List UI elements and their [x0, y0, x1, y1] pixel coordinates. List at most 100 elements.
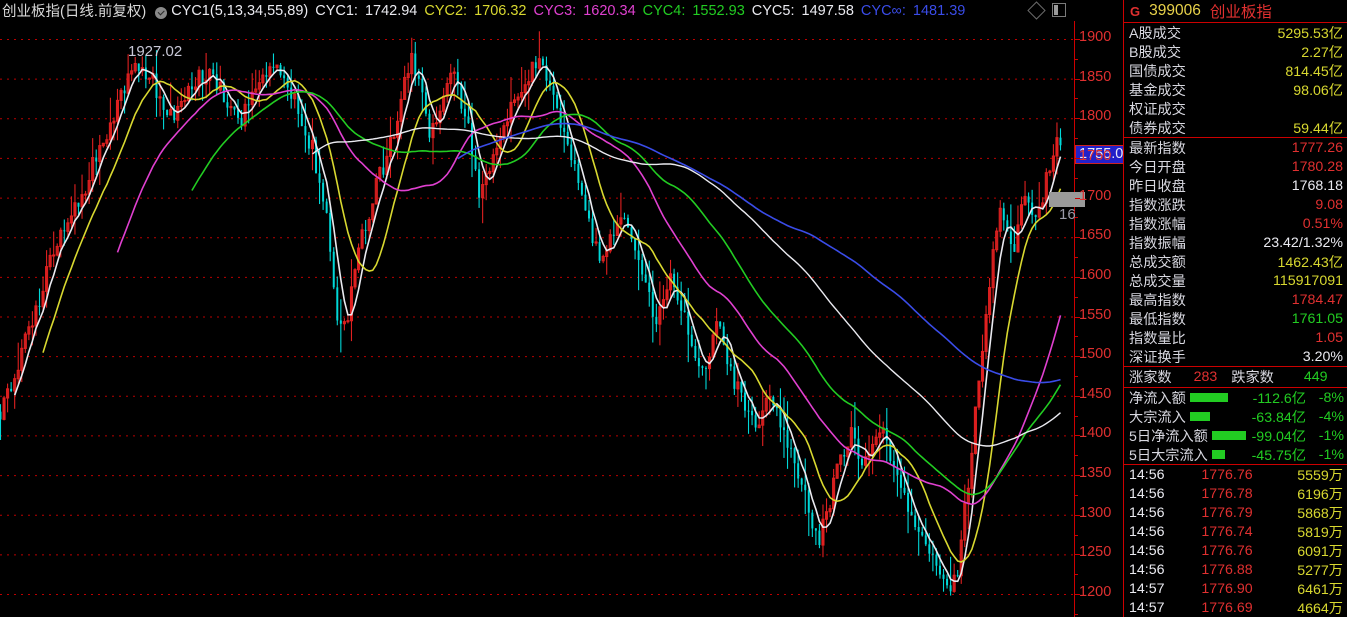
candle [388, 116, 393, 178]
tick-row[interactable]: 14:56 1776.76 6091万 [1124, 541, 1347, 560]
money-flow-label: 5日大宗流入 [1129, 447, 1208, 464]
price-tick-label: 1300 [1079, 504, 1112, 521]
candle [226, 93, 229, 117]
price-tick-label: 1900 [1079, 29, 1112, 45]
tick-time: 14:56 [1129, 466, 1165, 483]
chart-canvas[interactable] [0, 21, 1074, 617]
money-flow-bar [1211, 450, 1225, 459]
quote-row: 总成交量 115917091 [1124, 271, 1347, 290]
cyc5-label: CYC5: [751, 2, 795, 19]
candle [931, 540, 934, 572]
quote-value: 1462.43亿 [1277, 254, 1343, 271]
cyc4-value: 1552.93 [692, 2, 745, 19]
tick-row[interactable]: 14:56 1776.79 5868万 [1124, 503, 1347, 522]
candle [843, 449, 846, 467]
ma-line-130 [457, 122, 1061, 384]
quote-label: 最低指数 [1129, 311, 1186, 328]
candle [332, 247, 335, 290]
tick-row[interactable]: 14:57 1776.69 4664万 [1124, 598, 1347, 617]
candle [956, 569, 959, 578]
quote-label: 最新指数 [1129, 140, 1186, 157]
price-tick-mark [1075, 157, 1080, 159]
quote-value: 115917091 [1273, 272, 1343, 289]
tick-price: 1776.90 [1201, 580, 1253, 597]
price-tick-mark [1075, 395, 1080, 397]
tick-row[interactable]: 14:56 1776.74 5819万 [1124, 522, 1347, 541]
diamond-icon[interactable] [1027, 0, 1046, 20]
ticker-row[interactable]: G 399006 创业板指 [1124, 0, 1347, 22]
candle [747, 399, 750, 434]
ticker-section[interactable]: G 399006 创业板指 [1124, 0, 1347, 23]
candle [863, 442, 868, 469]
panel-layout-icon[interactable] [1052, 3, 1066, 17]
candle [949, 556, 952, 596]
candle [77, 202, 80, 215]
tick-volume: 4664万 [1297, 600, 1343, 617]
ma-line-55 [191, 90, 1062, 496]
candle [342, 318, 346, 331]
cyc2-label: CYC2: [424, 2, 468, 19]
cyc1-label: CYC1: [315, 2, 358, 19]
turnover-label: A股成交 [1129, 25, 1182, 42]
money-flow-bar [1189, 412, 1210, 421]
candle [478, 162, 481, 208]
price-minor-tick [1075, 217, 1078, 219]
tick-row[interactable]: 14:56 1776.76 5559万 [1124, 465, 1347, 484]
candle [6, 383, 10, 413]
quote-row: 指数涨跌 9.08 [1124, 195, 1347, 214]
candle [1023, 180, 1027, 206]
chart-symbol-title[interactable]: 创业板指(日线.前复权) [2, 4, 147, 20]
candle [984, 305, 988, 360]
tick-volume: 6461万 [1297, 581, 1343, 598]
tick-price: 1776.88 [1201, 561, 1253, 578]
price-tick-label: 1500 [1079, 346, 1112, 363]
tick-list[interactable]: 14:56 1776.76 5559万 14:56 1776.78 6196万 14:56 1… [1124, 465, 1347, 617]
header-icon-group [1027, 0, 1066, 20]
candle [424, 86, 427, 117]
candlestick-chart[interactable]: 1927.02 ←1184.91 [0, 21, 1074, 617]
candle [1059, 128, 1062, 151]
candle [988, 277, 992, 324]
indicator-name[interactable]: CYC1(5,13,34,55,89) [171, 2, 309, 19]
candle [977, 380, 981, 410]
turnover-row: A股成交 5295.53亿 [1124, 23, 1347, 42]
candle [1019, 196, 1024, 229]
chevron-down-circle-icon[interactable] [155, 6, 168, 19]
quote-label: 深证换手 [1129, 349, 1186, 366]
tick-price: 1776.76 [1201, 542, 1253, 559]
tick-row[interactable]: 14:56 1776.78 6196万 [1124, 484, 1347, 503]
candle [921, 526, 924, 537]
candle [445, 77, 449, 103]
candle [630, 224, 633, 243]
candle [860, 455, 863, 469]
candle [537, 31, 541, 74]
price-axis[interactable]: 16 1755.0 1900 1850 1800 1750 1700 1650 1600 15… [1049, 21, 1124, 617]
tick-volume: 6091万 [1297, 543, 1343, 560]
cyc1-value: 1742.94 [364, 2, 418, 19]
money-flow-amount: -99.04亿 [1251, 428, 1306, 445]
candle [495, 133, 499, 164]
candle [793, 447, 796, 488]
quote-section: 最新指数 1777.26 今日开盘 1780.28 昨日收盘 1768.18 指数涨跌 9.0… [1124, 138, 1347, 367]
candle [782, 397, 785, 458]
candle [804, 458, 807, 515]
candle [237, 99, 240, 124]
tick-row[interactable]: 14:56 1776.88 5277万 [1124, 560, 1347, 579]
candle [839, 454, 843, 473]
chart-scrollbar-thumb[interactable] [1049, 192, 1085, 207]
candle [112, 117, 116, 141]
tick-volume: 5559万 [1297, 467, 1343, 484]
price-minor-tick [1075, 574, 1078, 576]
candle [853, 402, 856, 456]
tick-row[interactable]: 14:57 1776.90 6461万 [1124, 579, 1347, 598]
quote-value: 1780.28 [1291, 158, 1343, 175]
candle [23, 331, 27, 353]
candle [541, 56, 544, 66]
price-tick-label: 1200 [1079, 584, 1112, 600]
price-minor-tick [1075, 138, 1078, 140]
candle [719, 321, 722, 329]
candle [641, 253, 644, 282]
candle [991, 241, 995, 304]
candle [488, 167, 492, 179]
candle [711, 332, 715, 358]
